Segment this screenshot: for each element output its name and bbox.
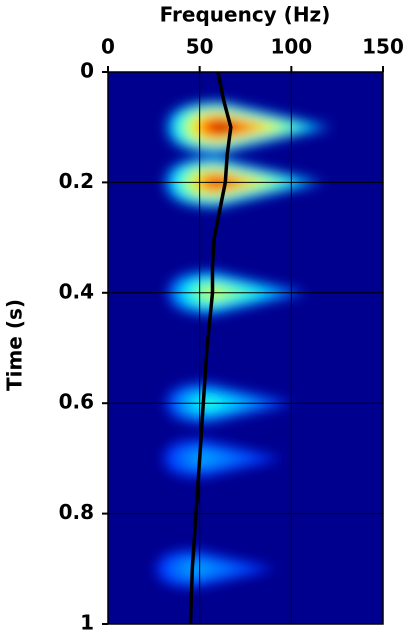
x-tick-label: 0 bbox=[101, 35, 115, 59]
y-tick-label: 1 bbox=[80, 611, 94, 634]
energy-blob bbox=[213, 123, 238, 131]
y-axis-label: Time (s) bbox=[3, 299, 27, 391]
energy-blob bbox=[190, 566, 208, 572]
y-tick-label: 0.4 bbox=[59, 279, 94, 303]
plot-frame bbox=[107, 71, 384, 625]
x-tick-label: 150 bbox=[362, 35, 404, 59]
background bbox=[108, 72, 383, 624]
y-tick-label: 0.2 bbox=[59, 169, 94, 193]
y-tick-label: 0 bbox=[80, 59, 94, 83]
chart-title: Frequency (Hz) bbox=[160, 3, 331, 27]
energy-blob bbox=[197, 455, 215, 462]
y-tick-label: 0.6 bbox=[59, 390, 94, 414]
centroid-line bbox=[188, 72, 233, 624]
overlay: 0 50 100 150 0 0.2 0.4 0.6 0.8 1 bbox=[59, 35, 404, 634]
plot-area bbox=[108, 72, 383, 624]
y-tick-label: 0.8 bbox=[59, 500, 94, 524]
x-tick-label: 100 bbox=[270, 35, 312, 59]
x-tick-label: 50 bbox=[186, 35, 214, 59]
